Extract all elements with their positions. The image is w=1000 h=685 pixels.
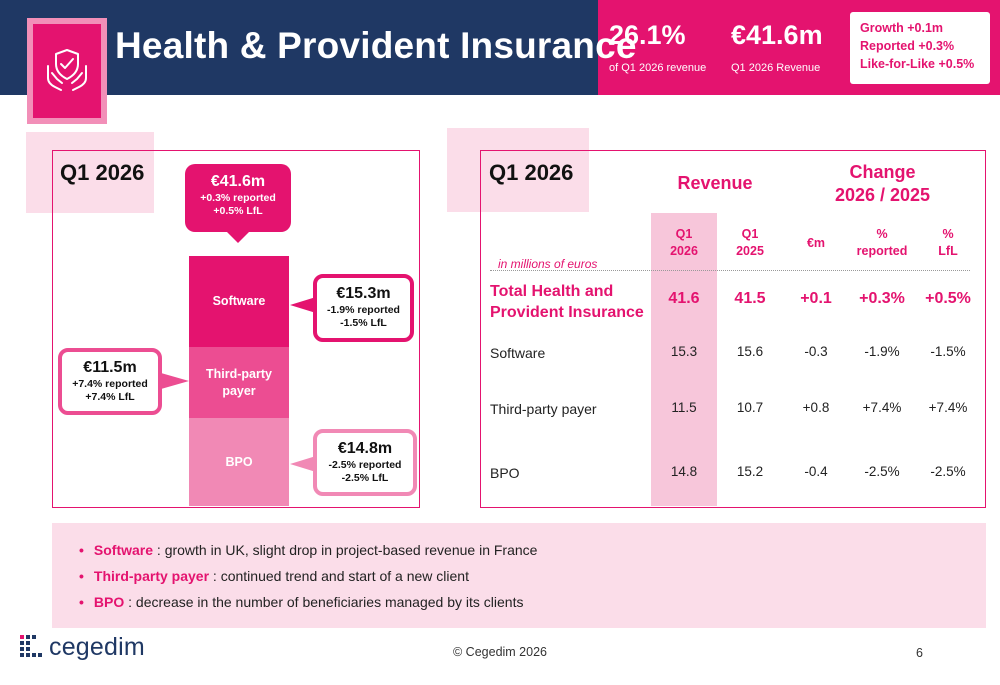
third-party-callout-reported: +7.4% reported [72, 378, 148, 390]
total-change-lfl: +0.5% [925, 290, 971, 307]
total-q1-2025: 41.5 [734, 290, 766, 307]
cegedim-logo-icon [20, 634, 42, 657]
total-callout-pointer [226, 231, 250, 243]
reported-line: Reported +0.3% [860, 39, 955, 53]
col-header-pct-lfl: % LfL [938, 227, 958, 258]
right-title-tab [447, 128, 589, 212]
bar-segment-bpo: BPO [189, 418, 289, 506]
page-title: Health & Provident Insurance [115, 25, 637, 66]
kpi-share-value: 26.1% [609, 20, 686, 50]
third-party-callout-value: €11.5m [83, 359, 137, 376]
q1-2026-column-highlight [651, 213, 717, 506]
comment-item: • Third-party payer : continued trend and… [79, 568, 469, 584]
table-cell: -1.5% [930, 344, 966, 359]
right-panel-frame [480, 150, 986, 508]
comment-item: • BPO : decrease in the number of benefic… [79, 594, 524, 610]
change-header-line1: Change [849, 162, 916, 182]
kpi-revenue-label: Q1 2026 Revenue [731, 62, 821, 74]
comments-box: • Software : growth in UK, slight drop in… [52, 523, 986, 628]
bar-segment-third-party-payer: Third-party payer [189, 347, 289, 418]
bpo-callout-pointer [290, 456, 316, 472]
right-panel-title: Q1 2026 [489, 160, 574, 185]
table-cell: +7.4% [862, 400, 902, 415]
units-note: in millions of euros [498, 257, 598, 271]
table-cell: 15.2 [736, 464, 764, 479]
col-header-pct-reported: % reported [856, 227, 908, 258]
revenue-header: Revenue [677, 173, 753, 193]
table-cell: -2.5% [864, 464, 900, 479]
table-cell: 14.8 [670, 464, 698, 479]
page-number: 6 [916, 646, 923, 660]
bpo-callout-lfl: -2.5% LfL [341, 472, 389, 484]
bpo-callout-reported: -2.5% reported [328, 459, 402, 471]
third-party-callout: €11.5m +7.4% reported +7.4% LfL [58, 348, 162, 415]
software-callout-pointer [290, 297, 316, 313]
change-header-line2: 2026 / 2025 [834, 185, 931, 205]
table-cell: +7.4% [928, 400, 968, 415]
total-revenue-callout: €41.6m +0.3% reported +0.5% LfL [185, 164, 291, 232]
total-q1-2026: 41.6 [668, 290, 700, 307]
col-header-eur-m: €m [806, 236, 826, 250]
total-callout-value: €41.6m [210, 173, 266, 190]
growth-summary-box: Growth +0.1m Reported +0.3% Like-for-Lik… [850, 12, 990, 84]
total-callout-reported: +0.3% reported [200, 192, 276, 204]
left-title-tab [26, 132, 154, 213]
software-callout-reported: -1.9% reported [327, 304, 400, 316]
total-callout-lfl: +0.5% LfL [213, 205, 263, 217]
table-cell: -0.3 [804, 344, 828, 359]
insurance-icon-tile [27, 18, 107, 124]
col-header-q1-2026: Q1 2026 [670, 227, 698, 258]
row-label-third-party-payer: Third-party payer [490, 401, 597, 417]
kpi-share-label: of Q1 2026 revenue [609, 62, 707, 74]
software-callout-value: €15.3m [336, 285, 391, 302]
software-callout-lfl: -1.5% LfL [340, 317, 387, 329]
third-party-callout-pointer [161, 373, 189, 389]
table-cell: 11.5 [671, 400, 697, 415]
left-panel-frame [52, 150, 420, 508]
table-cell: -1.9% [864, 344, 900, 359]
total-change-eur: +0.1 [800, 290, 832, 307]
bpo-callout: €14.8m -2.5% reported -2.5% LfL [313, 429, 417, 496]
bpo-callout-value: €14.8m [337, 440, 393, 457]
col-header-q1-2025: Q1 2025 [736, 227, 764, 258]
hands-shield-icon [47, 49, 87, 91]
table-cell: +0.8 [802, 400, 830, 415]
table-cell: -2.5% [930, 464, 966, 479]
row-label-bpo: BPO [490, 465, 520, 481]
table-cell: -0.4 [804, 464, 828, 479]
total-change-reported: +0.3% [859, 290, 905, 307]
logo-text: cegedim [49, 633, 145, 661]
row-label-software: Software [490, 345, 546, 361]
table-cell: 10.7 [736, 400, 764, 415]
left-panel-title: Q1 2026 [60, 160, 145, 185]
total-row-label: Total Health and Provident Insurance [490, 283, 644, 321]
growth-line: Growth +0.1m [860, 21, 944, 35]
header-divider [490, 270, 970, 271]
cegedim-logo: cegedim [20, 633, 145, 662]
software-callout: €15.3m -1.9% reported -1.5% LfL [313, 274, 414, 342]
table-cell: 15.3 [670, 344, 698, 359]
comment-item: • Software : growth in UK, slight drop in… [79, 542, 538, 558]
lfl-line: Like-for-Like +0.5% [860, 57, 975, 71]
copyright: © Cegedim 2026 [453, 645, 547, 659]
kpi-revenue-value: €41.6m [731, 20, 823, 50]
third-party-callout-lfl: +7.4% LfL [85, 391, 135, 403]
table-cell: 15.6 [736, 344, 764, 359]
bar-segment-software: Software [189, 256, 289, 347]
